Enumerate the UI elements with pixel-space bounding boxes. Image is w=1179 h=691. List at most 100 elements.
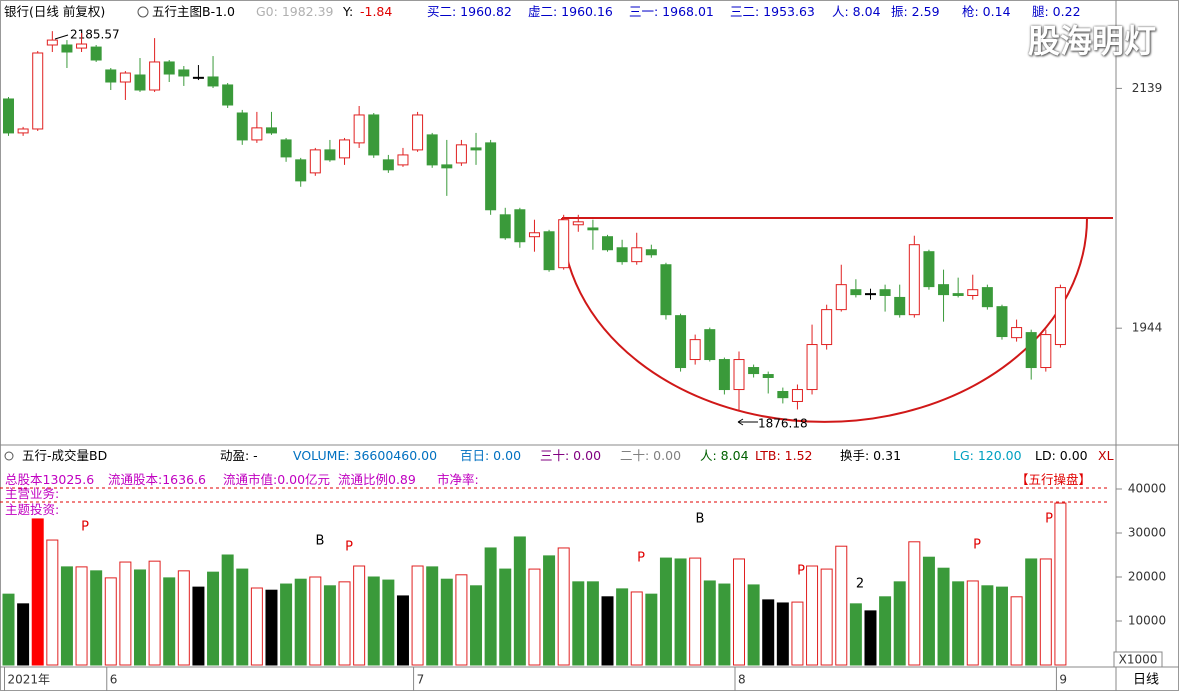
volume-bar — [411, 565, 424, 666]
candle-body — [572, 221, 584, 226]
candle-body — [645, 249, 657, 256]
candle-body — [952, 293, 964, 296]
candle-body — [149, 61, 161, 91]
candle-body — [631, 247, 643, 263]
candle-body — [967, 289, 979, 296]
volume-bar — [513, 536, 526, 666]
indicator: G0: 1982.39 — [256, 4, 334, 19]
candle-body — [353, 114, 365, 144]
indicator: -1.84 — [360, 4, 393, 19]
candle-body — [499, 214, 511, 239]
y-tick-label: 20000 — [1128, 570, 1166, 584]
volume-bar — [455, 574, 468, 666]
candle-body — [777, 391, 789, 399]
annotation: P — [1045, 512, 1053, 527]
volume-bar — [250, 587, 263, 666]
candle-body — [236, 112, 248, 141]
volume-bar — [835, 545, 848, 666]
candle-body — [718, 359, 730, 391]
volume-bar — [557, 547, 570, 666]
y-tick-label: 10000 — [1128, 614, 1166, 628]
candle-body — [1011, 327, 1023, 339]
y-tick-label: 40000 — [1128, 482, 1166, 496]
indicator: 振: 2.59 — [891, 4, 940, 19]
volume-bar — [192, 586, 205, 666]
volume-bar — [163, 577, 176, 666]
volume-bar — [966, 580, 979, 666]
volume-bar — [440, 578, 453, 666]
indicator: LD: 0.00 — [1035, 448, 1088, 463]
candle-body — [455, 144, 467, 164]
candle-body — [295, 159, 307, 182]
candle-body — [558, 219, 570, 269]
indicator: 人: 8.04 — [700, 448, 749, 463]
annotation: P — [973, 538, 981, 553]
volume-bar — [674, 558, 687, 666]
candle-body — [324, 149, 336, 161]
info-tag: 【五行操盘】 — [1016, 472, 1092, 487]
candle-body — [32, 52, 44, 130]
candle-body — [441, 164, 453, 169]
volume-bar — [645, 593, 658, 666]
info-text: 主题投资: — [5, 502, 60, 517]
panel-title: 五行-成交量BD — [22, 448, 108, 463]
volume-bar — [1054, 502, 1067, 666]
volume-bar — [470, 585, 483, 666]
candle-body — [280, 139, 292, 158]
volume-bar — [762, 599, 775, 666]
volume-bar — [922, 556, 935, 666]
indicator: 二十: 0.00 — [620, 448, 682, 463]
candle-body — [879, 289, 891, 296]
volume-bar — [426, 566, 439, 666]
candle-body — [251, 127, 263, 141]
volume-bar — [2, 593, 15, 666]
unit-box — [1113, 651, 1163, 668]
candle-body — [207, 76, 219, 87]
icon[interactable] — [137, 6, 149, 18]
indicator: VOLUME: 36600460.00 — [293, 448, 438, 463]
candle-body — [339, 139, 351, 159]
candle-body — [105, 69, 117, 83]
volume-bar — [119, 561, 132, 666]
indicator: 枪: 0.14 — [962, 4, 1011, 19]
volume-bar — [236, 568, 249, 666]
marker-arrow — [54, 34, 69, 40]
candle-body — [543, 231, 555, 271]
candle-body — [587, 227, 599, 231]
candle-body — [485, 142, 497, 211]
annotation: P — [345, 540, 353, 555]
annotation: P — [637, 551, 645, 566]
candle-body — [791, 389, 803, 402]
volume-bar — [893, 581, 906, 666]
y-tick-label: 30000 — [1128, 526, 1166, 540]
indicator: LG: 120.00 — [953, 448, 1022, 463]
candle-body — [61, 44, 73, 53]
volume-bar — [265, 589, 278, 666]
volume-bar — [952, 581, 965, 666]
candle-body — [192, 76, 204, 79]
indicator: 买二: 1960.82 — [427, 4, 512, 19]
candle-body — [894, 296, 906, 316]
high-label: 2185.57 — [70, 28, 120, 42]
indicator: 虚二: 1960.16 — [528, 4, 613, 19]
candle-body — [368, 114, 380, 156]
candle-body — [821, 309, 833, 346]
volume-bar — [791, 601, 804, 666]
volume-bar — [718, 583, 731, 666]
volume-bar — [879, 596, 892, 666]
volume-bar — [75, 566, 88, 666]
candle-body — [3, 98, 14, 134]
info-text: 市净率: — [437, 472, 479, 487]
volume-bar — [689, 557, 702, 666]
candle-body — [1040, 334, 1052, 369]
candle-body — [265, 127, 277, 134]
candle-body — [616, 247, 628, 263]
volume-bar — [747, 584, 760, 666]
indicator: Y: — [343, 4, 354, 19]
info-text: 总股本13025.6 — [5, 472, 95, 487]
candle-body — [1054, 287, 1066, 346]
annotation: B — [696, 512, 705, 527]
icon[interactable] — [4, 451, 14, 461]
